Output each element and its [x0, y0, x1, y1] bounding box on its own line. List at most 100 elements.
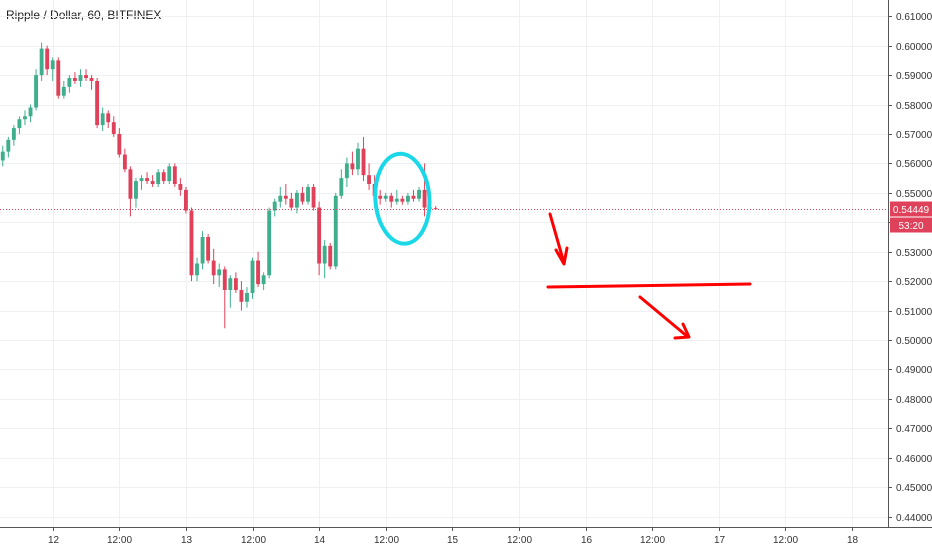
candle-body	[67, 78, 72, 87]
candle	[261, 272, 266, 290]
x-tick-label: 16	[581, 535, 593, 546]
y-tick-label: 0.57000	[896, 130, 932, 141]
candle-body	[222, 269, 227, 290]
candle-body	[145, 178, 150, 182]
x-tick-label: 12:00	[773, 535, 798, 546]
candle-body	[200, 237, 205, 264]
candle	[195, 257, 199, 282]
candle	[61, 80, 66, 99]
candle-body	[211, 260, 216, 276]
y-tick-label: 0.61000	[896, 12, 932, 23]
y-tick-label: 0.50000	[896, 336, 932, 347]
candle	[367, 163, 372, 190]
candle-body	[128, 169, 133, 199]
candle-body	[239, 289, 244, 302]
candle	[150, 175, 155, 187]
candle	[84, 69, 88, 81]
candle	[217, 263, 222, 288]
candle-body	[106, 113, 111, 123]
candle	[23, 110, 27, 126]
candle	[250, 257, 255, 299]
candle-body	[339, 178, 344, 196]
candle-body	[50, 60, 55, 70]
candle-body	[361, 148, 366, 176]
candle	[95, 78, 100, 129]
candle-body	[356, 148, 360, 170]
candle-body	[95, 80, 100, 126]
candle	[344, 157, 349, 187]
y-tick-label: 0.55000	[896, 189, 932, 200]
y-tick-label: 0.48000	[896, 395, 932, 406]
candle	[300, 186, 305, 205]
candle-body	[411, 195, 416, 199]
candle	[145, 172, 150, 185]
candle	[111, 116, 116, 137]
candle-body	[56, 60, 61, 96]
candle	[139, 175, 144, 190]
x-tick-label: 12:00	[507, 535, 532, 546]
candle	[383, 192, 388, 202]
candle-body	[278, 195, 283, 202]
candle-body	[34, 75, 39, 108]
candle-body	[250, 260, 255, 293]
candle	[306, 184, 310, 205]
highlight-circle	[373, 151, 432, 246]
candle-body	[400, 198, 405, 202]
down-arrow-2-shaft	[638, 295, 690, 339]
candle	[122, 148, 127, 173]
candle	[411, 189, 416, 202]
candle-body	[122, 154, 127, 170]
candle-body	[189, 210, 194, 276]
candle-body	[233, 278, 238, 290]
candle	[172, 163, 177, 187]
candle	[6, 136, 11, 158]
candle	[328, 242, 333, 270]
candle-body	[150, 181, 155, 185]
candle	[356, 142, 360, 176]
candle	[228, 275, 233, 308]
x-tick-label: 13	[181, 535, 193, 546]
candle-body	[289, 198, 294, 208]
candle	[106, 110, 111, 129]
y-tick-label: 0.52000	[896, 277, 932, 288]
candle	[239, 281, 244, 311]
candle-body	[311, 186, 316, 208]
down-arrow-1-head	[554, 246, 569, 266]
candle	[50, 57, 55, 81]
candle	[245, 287, 249, 308]
candle	[333, 192, 338, 270]
x-tick-label: 12:00	[640, 535, 665, 546]
candle	[278, 186, 283, 208]
candle-body	[89, 78, 94, 81]
candle-body	[217, 269, 222, 276]
candle	[222, 266, 227, 329]
candle	[256, 251, 261, 288]
candle-body	[156, 172, 161, 185]
candle-body	[267, 210, 272, 276]
candle-body	[206, 237, 211, 261]
candle-body	[306, 186, 310, 202]
candle	[67, 75, 72, 93]
candle-body	[0, 151, 5, 161]
candle-body	[111, 122, 116, 134]
candle	[283, 184, 288, 205]
candle	[17, 116, 22, 134]
candle	[394, 189, 399, 205]
x-tick-label: 12:00	[374, 535, 399, 546]
candle	[156, 169, 161, 187]
candle-body	[39, 48, 44, 76]
candle-body	[383, 195, 388, 199]
candle	[39, 42, 44, 81]
y-tick-label: 0.59000	[896, 71, 932, 82]
x-tick-label: 14	[314, 535, 326, 546]
candle-body	[228, 278, 233, 290]
candles-layer	[0, 42, 438, 329]
candle-body	[172, 166, 177, 185]
candle-body	[417, 189, 421, 199]
candle-body	[294, 192, 299, 208]
candle	[405, 192, 410, 205]
candle-body	[333, 195, 338, 267]
candle	[100, 107, 105, 132]
